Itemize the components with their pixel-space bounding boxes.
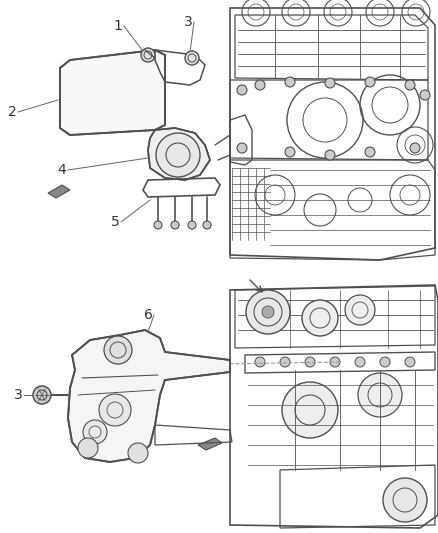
Circle shape xyxy=(156,133,200,177)
Circle shape xyxy=(255,357,265,367)
Circle shape xyxy=(83,420,107,444)
Circle shape xyxy=(302,300,338,336)
Circle shape xyxy=(154,221,162,229)
Polygon shape xyxy=(148,128,210,180)
Circle shape xyxy=(345,295,375,325)
Circle shape xyxy=(255,80,265,90)
Circle shape xyxy=(325,78,335,88)
Circle shape xyxy=(128,443,148,463)
Circle shape xyxy=(405,357,415,367)
Circle shape xyxy=(188,221,196,229)
Circle shape xyxy=(405,80,415,90)
Circle shape xyxy=(141,48,155,62)
Circle shape xyxy=(171,221,179,229)
Circle shape xyxy=(285,77,295,87)
Circle shape xyxy=(365,147,375,157)
Text: 4: 4 xyxy=(58,163,67,177)
Text: 2: 2 xyxy=(7,105,16,119)
Circle shape xyxy=(365,77,375,87)
Circle shape xyxy=(246,290,290,334)
Circle shape xyxy=(99,394,131,426)
Circle shape xyxy=(383,478,427,522)
Circle shape xyxy=(285,147,295,157)
Circle shape xyxy=(280,357,290,367)
Circle shape xyxy=(185,51,199,65)
Circle shape xyxy=(325,150,335,160)
Circle shape xyxy=(203,221,211,229)
Circle shape xyxy=(282,382,338,438)
Polygon shape xyxy=(48,185,70,198)
Circle shape xyxy=(355,357,365,367)
Circle shape xyxy=(237,143,247,153)
Circle shape xyxy=(420,90,430,100)
Circle shape xyxy=(330,357,340,367)
Text: 6: 6 xyxy=(144,308,152,322)
Text: 1: 1 xyxy=(113,19,123,33)
Circle shape xyxy=(78,438,98,458)
Circle shape xyxy=(237,85,247,95)
Polygon shape xyxy=(198,438,222,450)
Circle shape xyxy=(358,373,402,417)
Circle shape xyxy=(305,357,315,367)
Text: 3: 3 xyxy=(184,15,192,29)
Circle shape xyxy=(104,336,132,364)
Circle shape xyxy=(262,306,274,318)
Polygon shape xyxy=(68,330,230,462)
Circle shape xyxy=(410,143,420,153)
Polygon shape xyxy=(60,50,165,135)
Text: 5: 5 xyxy=(111,215,120,229)
Circle shape xyxy=(33,386,51,404)
Circle shape xyxy=(380,357,390,367)
Text: 3: 3 xyxy=(14,388,22,402)
